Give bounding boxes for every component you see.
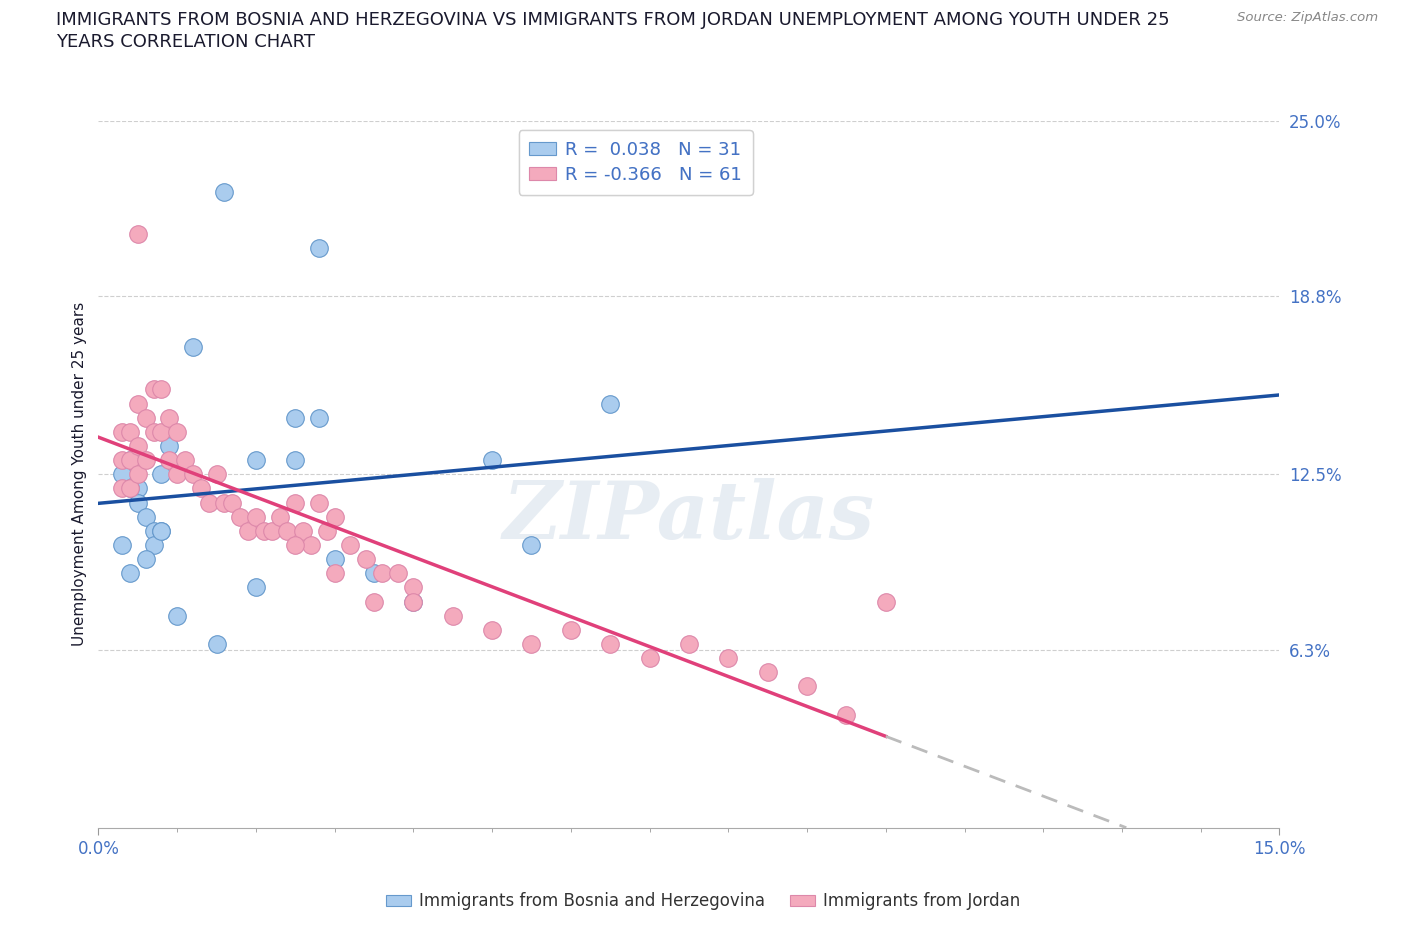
Point	[135, 410, 157, 425]
Point	[150, 382, 173, 397]
Point	[150, 424, 173, 439]
Point	[599, 636, 621, 651]
Point	[245, 453, 267, 468]
Point	[142, 424, 165, 439]
Point	[111, 453, 134, 468]
Point	[166, 608, 188, 623]
Point	[292, 524, 315, 538]
Point	[402, 580, 425, 595]
Point	[150, 524, 173, 538]
Point	[205, 467, 228, 482]
Text: YEARS CORRELATION CHART: YEARS CORRELATION CHART	[56, 33, 315, 50]
Point	[284, 495, 307, 510]
Point	[118, 565, 141, 580]
Point	[253, 524, 276, 538]
Point	[157, 453, 180, 468]
Point	[214, 184, 236, 199]
Point	[127, 495, 149, 510]
Point	[111, 467, 134, 482]
Point	[150, 524, 173, 538]
Point	[796, 679, 818, 694]
Point	[127, 396, 149, 411]
Legend: R =  0.038   N = 31, R = -0.366   N = 61: R = 0.038 N = 31, R = -0.366 N = 61	[519, 130, 754, 194]
Point	[875, 594, 897, 609]
Point	[118, 481, 141, 496]
Point	[111, 538, 134, 552]
Point	[835, 707, 858, 722]
Point	[323, 510, 346, 525]
Point	[166, 424, 188, 439]
Point	[284, 410, 307, 425]
Point	[174, 453, 197, 468]
Point	[118, 453, 141, 468]
Point	[127, 439, 149, 454]
Point	[599, 396, 621, 411]
Point	[481, 622, 503, 637]
Point	[142, 524, 165, 538]
Point	[520, 636, 543, 651]
Point	[323, 565, 346, 580]
Point	[284, 453, 307, 468]
Point	[111, 481, 134, 496]
Point	[135, 510, 157, 525]
Point	[638, 651, 661, 666]
Point	[190, 481, 212, 496]
Point	[181, 467, 204, 482]
Point	[363, 594, 385, 609]
Point	[402, 594, 425, 609]
Point	[299, 538, 322, 552]
Point	[481, 453, 503, 468]
Point	[118, 453, 141, 468]
Point	[363, 565, 385, 580]
Point	[260, 524, 283, 538]
Point	[181, 339, 204, 354]
Point	[520, 538, 543, 552]
Point	[118, 424, 141, 439]
Point	[135, 453, 157, 468]
Point	[157, 439, 180, 454]
Text: IMMIGRANTS FROM BOSNIA AND HERZEGOVINA VS IMMIGRANTS FROM JORDAN UNEMPLOYMENT AM: IMMIGRANTS FROM BOSNIA AND HERZEGOVINA V…	[56, 11, 1170, 29]
Point	[717, 651, 740, 666]
Point	[214, 495, 236, 510]
Point	[276, 524, 298, 538]
Point	[150, 467, 173, 482]
Point	[308, 495, 330, 510]
Point	[127, 481, 149, 496]
Point	[678, 636, 700, 651]
Point	[135, 551, 157, 566]
Point	[441, 608, 464, 623]
Point	[756, 665, 779, 680]
Point	[166, 467, 188, 482]
Legend: Immigrants from Bosnia and Herzegovina, Immigrants from Jordan: Immigrants from Bosnia and Herzegovina, …	[378, 885, 1028, 917]
Point	[142, 382, 165, 397]
Point	[269, 510, 291, 525]
Point	[127, 467, 149, 482]
Text: ZIPatlas: ZIPatlas	[503, 478, 875, 555]
Point	[127, 227, 149, 242]
Point	[118, 481, 141, 496]
Point	[560, 622, 582, 637]
Point	[111, 424, 134, 439]
Point	[245, 510, 267, 525]
Point	[221, 495, 243, 510]
Point	[308, 241, 330, 256]
Point	[245, 580, 267, 595]
Point	[402, 594, 425, 609]
Point	[236, 524, 259, 538]
Point	[308, 410, 330, 425]
Point	[157, 410, 180, 425]
Point	[371, 565, 394, 580]
Text: Source: ZipAtlas.com: Source: ZipAtlas.com	[1237, 11, 1378, 24]
Y-axis label: Unemployment Among Youth under 25 years: Unemployment Among Youth under 25 years	[72, 302, 87, 646]
Point	[323, 551, 346, 566]
Point	[315, 524, 337, 538]
Point	[142, 538, 165, 552]
Point	[284, 538, 307, 552]
Point	[339, 538, 361, 552]
Point	[387, 565, 409, 580]
Point	[354, 551, 377, 566]
Point	[229, 510, 252, 525]
Point	[197, 495, 219, 510]
Point	[205, 636, 228, 651]
